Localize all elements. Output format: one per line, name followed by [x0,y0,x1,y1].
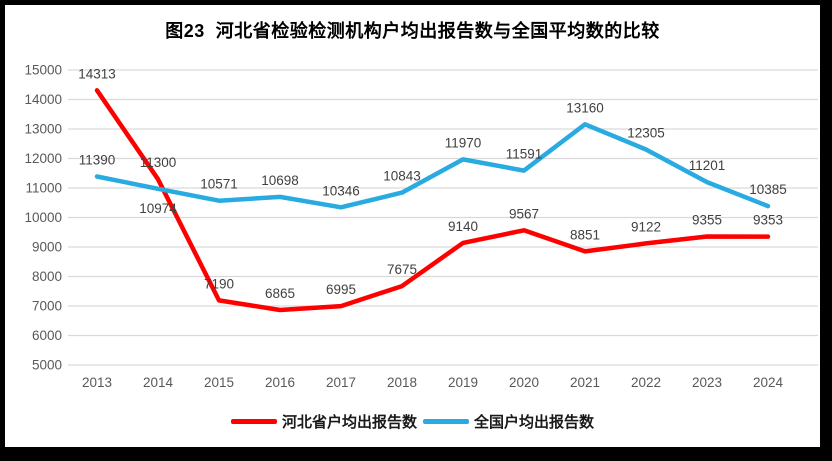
data-label: 10698 [261,173,299,188]
data-label: 11591 [506,147,543,162]
x-tick-label: 2022 [631,375,661,390]
data-label: 9567 [509,206,539,221]
y-tick-label: 5000 [32,358,62,373]
data-label: 9355 [692,213,722,228]
legend-item-hebei: 河北省户均出报告数 [230,411,417,432]
legend-line-hebei [230,419,277,424]
data-label: 10385 [749,182,787,197]
y-tick-label: 12000 [24,151,62,166]
legend-item-national: 全国户均出报告数 [423,411,594,432]
data-label: 10346 [322,183,360,198]
line-chart: 5000 6000 7000 8000 9000 10000 11000 12000 13000… [24,63,818,390]
data-label: 6995 [326,282,356,297]
data-label: 6865 [265,286,295,301]
data-label: 12305 [627,126,665,141]
data-label: 11300 [140,155,177,170]
data-label: 11970 [445,135,482,150]
y-tick-label: 8000 [32,269,62,284]
data-label: 11201 [689,158,726,173]
data-label: 11390 [79,152,116,167]
x-tick-label: 2013 [82,375,112,390]
series-line-1 [94,122,771,210]
y-tick-label: 13000 [24,122,62,137]
data-label: 7675 [387,262,417,277]
x-tick-label: 2017 [326,375,356,390]
data-label: 10843 [383,169,421,184]
x-tick-label: 2016 [265,375,295,390]
data-label: 10974 [139,201,177,216]
chart-title: 图23 河北省检验检测机构户均出报告数与全国平均数的比较 [165,21,660,41]
y-tick-label: 11000 [25,181,62,196]
x-tick-label: 2018 [387,375,417,390]
data-label: 9353 [753,213,783,228]
data-label: 9122 [631,219,661,234]
y-tick-label: 10000 [24,210,62,225]
data-label: 13160 [566,100,604,115]
x-tick-label: 2015 [204,375,234,390]
x-tick-label: 2023 [692,375,722,390]
y-tick-label: 9000 [32,240,62,255]
y-tick-label: 15000 [24,63,62,78]
series-line-0 [94,88,771,313]
x-tick-label: 2024 [753,375,784,390]
data-label: 7190 [204,276,234,291]
x-tick-label: 2021 [570,375,600,390]
data-label: 9140 [448,219,478,234]
y-tick-label: 6000 [32,328,62,343]
data-label: 8851 [570,227,600,242]
x-tick-label: 2020 [509,375,539,390]
legend-label-national: 全国户均出报告数 [474,414,595,431]
legend-label-hebei: 河北省户均出报告数 [281,414,417,431]
legend-line-national [423,419,469,424]
data-label: 10571 [200,177,238,192]
x-tick-label: 2019 [448,375,478,390]
y-tick-label: 14000 [24,92,62,107]
x-tick-label: 2014 [143,375,174,390]
data-label: 14313 [78,66,116,81]
y-tick-label: 7000 [32,299,62,314]
legend: 河北省户均出报告数 全国户均出报告数 [5,411,820,432]
